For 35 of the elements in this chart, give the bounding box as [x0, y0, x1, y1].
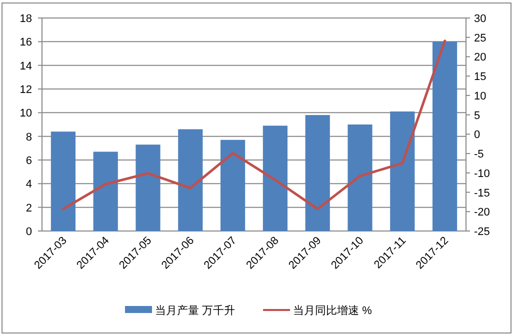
y-tick-label: 6 — [26, 155, 32, 167]
y2-tick-label: 0 — [474, 129, 480, 142]
bar — [178, 129, 203, 231]
bar — [348, 124, 372, 231]
y2-tick-label: 10 — [474, 90, 486, 102]
y2-tick-label: 30 — [474, 13, 486, 25]
bar — [93, 152, 118, 231]
y-tick-label: 4 — [26, 178, 32, 191]
y2-tick-label: -10 — [474, 168, 490, 180]
y2-tick-label: -5 — [474, 148, 484, 161]
bar — [220, 140, 246, 231]
y-tick-label: 16 — [20, 36, 32, 49]
y-tick-label: 2 — [26, 202, 32, 214]
line-series — [62, 40, 446, 210]
y-tick-label: 12 — [20, 84, 32, 96]
y-tick-label: 10 — [20, 108, 32, 120]
legend-label: 当月产量 万千升 — [155, 304, 236, 317]
y-tick-label: 8 — [26, 131, 32, 144]
y-tick-label: 18 — [20, 13, 32, 25]
y-tick-label: 0 — [26, 226, 32, 238]
y-tick-label: 14 — [20, 60, 32, 72]
bar — [305, 115, 330, 231]
y2-tick-label: 5 — [474, 110, 480, 122]
y2-tick-label: 20 — [474, 52, 486, 64]
legend-label: 当月同比增速 % — [293, 304, 372, 317]
y2-tick-label: -20 — [474, 206, 490, 219]
bar — [50, 132, 76, 231]
bar — [432, 42, 458, 231]
bar — [390, 111, 415, 231]
bar — [136, 144, 160, 231]
y2-tick-label: 25 — [474, 32, 486, 44]
y2-tick-label: -15 — [474, 187, 490, 200]
y2-tick-label: 15 — [474, 71, 486, 84]
y2-tick-label: -25 — [474, 226, 490, 238]
bar — [262, 126, 288, 231]
